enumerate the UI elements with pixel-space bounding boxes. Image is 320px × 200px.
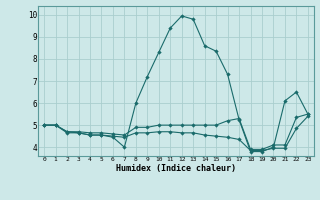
X-axis label: Humidex (Indice chaleur): Humidex (Indice chaleur) [116,164,236,173]
